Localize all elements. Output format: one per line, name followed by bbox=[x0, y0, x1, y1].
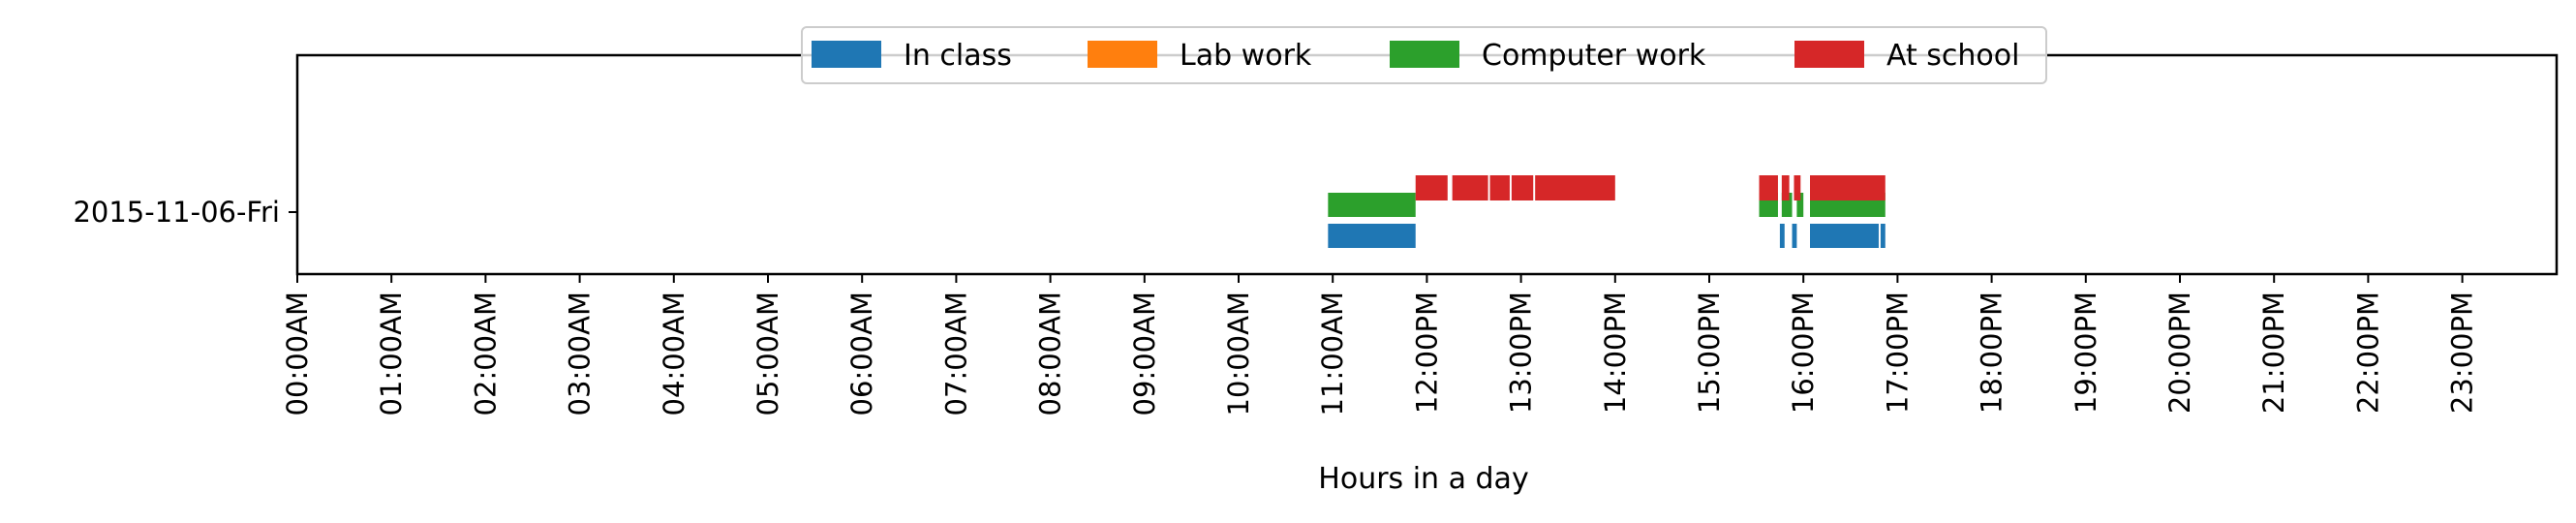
bar-at-school bbox=[1452, 175, 1488, 200]
x-tick-label: 06:00AM bbox=[845, 292, 878, 415]
x-tick-label: 00:00AM bbox=[281, 292, 314, 415]
x-tick-label: 02:00AM bbox=[469, 292, 502, 415]
plot-area bbox=[295, 53, 2559, 276]
bar-computer-work bbox=[1328, 193, 1416, 217]
bar-in-class bbox=[1792, 224, 1797, 248]
x-tick-label: 12:00PM bbox=[1410, 292, 1443, 414]
legend-label-lab-work: Lab work bbox=[1180, 39, 1312, 73]
bar-in-class bbox=[1779, 224, 1785, 248]
bar-in-class bbox=[1328, 224, 1416, 248]
x-tick-label: 13:00PM bbox=[1505, 292, 1538, 414]
x-tick-label: 07:00AM bbox=[939, 292, 972, 415]
x-tick-label: 01:00AM bbox=[375, 292, 408, 415]
x-tick-label: 14:00PM bbox=[1599, 292, 1632, 414]
x-tick-label: 05:00AM bbox=[751, 292, 784, 415]
x-axis-label: Hours in a day bbox=[1318, 462, 1528, 496]
legend-swatch-computer-work bbox=[1390, 41, 1459, 68]
bar-at-school bbox=[1781, 175, 1790, 200]
legend-swatch-in-class bbox=[812, 41, 881, 68]
x-tick-label: 11:00AM bbox=[1316, 292, 1349, 415]
x-tick-label: 08:00AM bbox=[1034, 292, 1067, 415]
y-axis-ticks: 2015-11-06-Fri bbox=[73, 196, 297, 229]
interval-bars bbox=[1328, 175, 1886, 248]
y-tick-label: 2015-11-06-Fri bbox=[73, 196, 280, 229]
x-tick-label: 16:00PM bbox=[1787, 292, 1820, 414]
bar-at-school bbox=[1535, 175, 1615, 200]
bar-in-class bbox=[1880, 224, 1886, 248]
x-tick-label: 23:00PM bbox=[2446, 292, 2479, 414]
bar-at-school bbox=[1511, 175, 1534, 200]
x-tick-label: 04:00AM bbox=[658, 292, 690, 415]
legend-label-computer-work: Computer work bbox=[1482, 39, 1706, 73]
bar-at-school bbox=[1415, 175, 1448, 200]
bar-in-class bbox=[1810, 224, 1879, 248]
x-tick-label: 10:00AM bbox=[1222, 292, 1255, 415]
bar-at-school bbox=[1810, 175, 1886, 200]
bar-computer-work bbox=[1781, 193, 1793, 217]
x-axis-ticks: 00:00AM 01:00AM 02:00AM 03:00AM 04:00AM 05:00… bbox=[281, 274, 2479, 415]
x-tick-label: 09:00AM bbox=[1128, 292, 1161, 415]
legend-swatch-lab-work bbox=[1088, 41, 1157, 68]
bar-at-school bbox=[1794, 175, 1801, 200]
x-tick-label: 18:00PM bbox=[1976, 292, 2009, 414]
x-tick-label: 03:00AM bbox=[564, 292, 597, 415]
chart-legend: In class Lab work Computer work At school bbox=[801, 26, 2047, 84]
x-tick-label: 15:00PM bbox=[1693, 292, 1726, 414]
legend-label-in-class: In class bbox=[904, 39, 1012, 73]
x-tick-label: 19:00PM bbox=[2070, 292, 2102, 414]
x-tick-label: 17:00PM bbox=[1881, 292, 1914, 414]
bar-computer-work bbox=[1796, 193, 1804, 217]
bar-at-school bbox=[1759, 175, 1778, 200]
legend-label-at-school: At school bbox=[1886, 39, 2019, 73]
x-tick-label: 20:00PM bbox=[2163, 292, 2196, 414]
x-tick-label: 21:00PM bbox=[2257, 292, 2290, 414]
bar-at-school bbox=[1489, 175, 1510, 200]
x-tick-label: 22:00PM bbox=[2351, 292, 2384, 414]
legend-swatch-at-school bbox=[1794, 41, 1864, 68]
